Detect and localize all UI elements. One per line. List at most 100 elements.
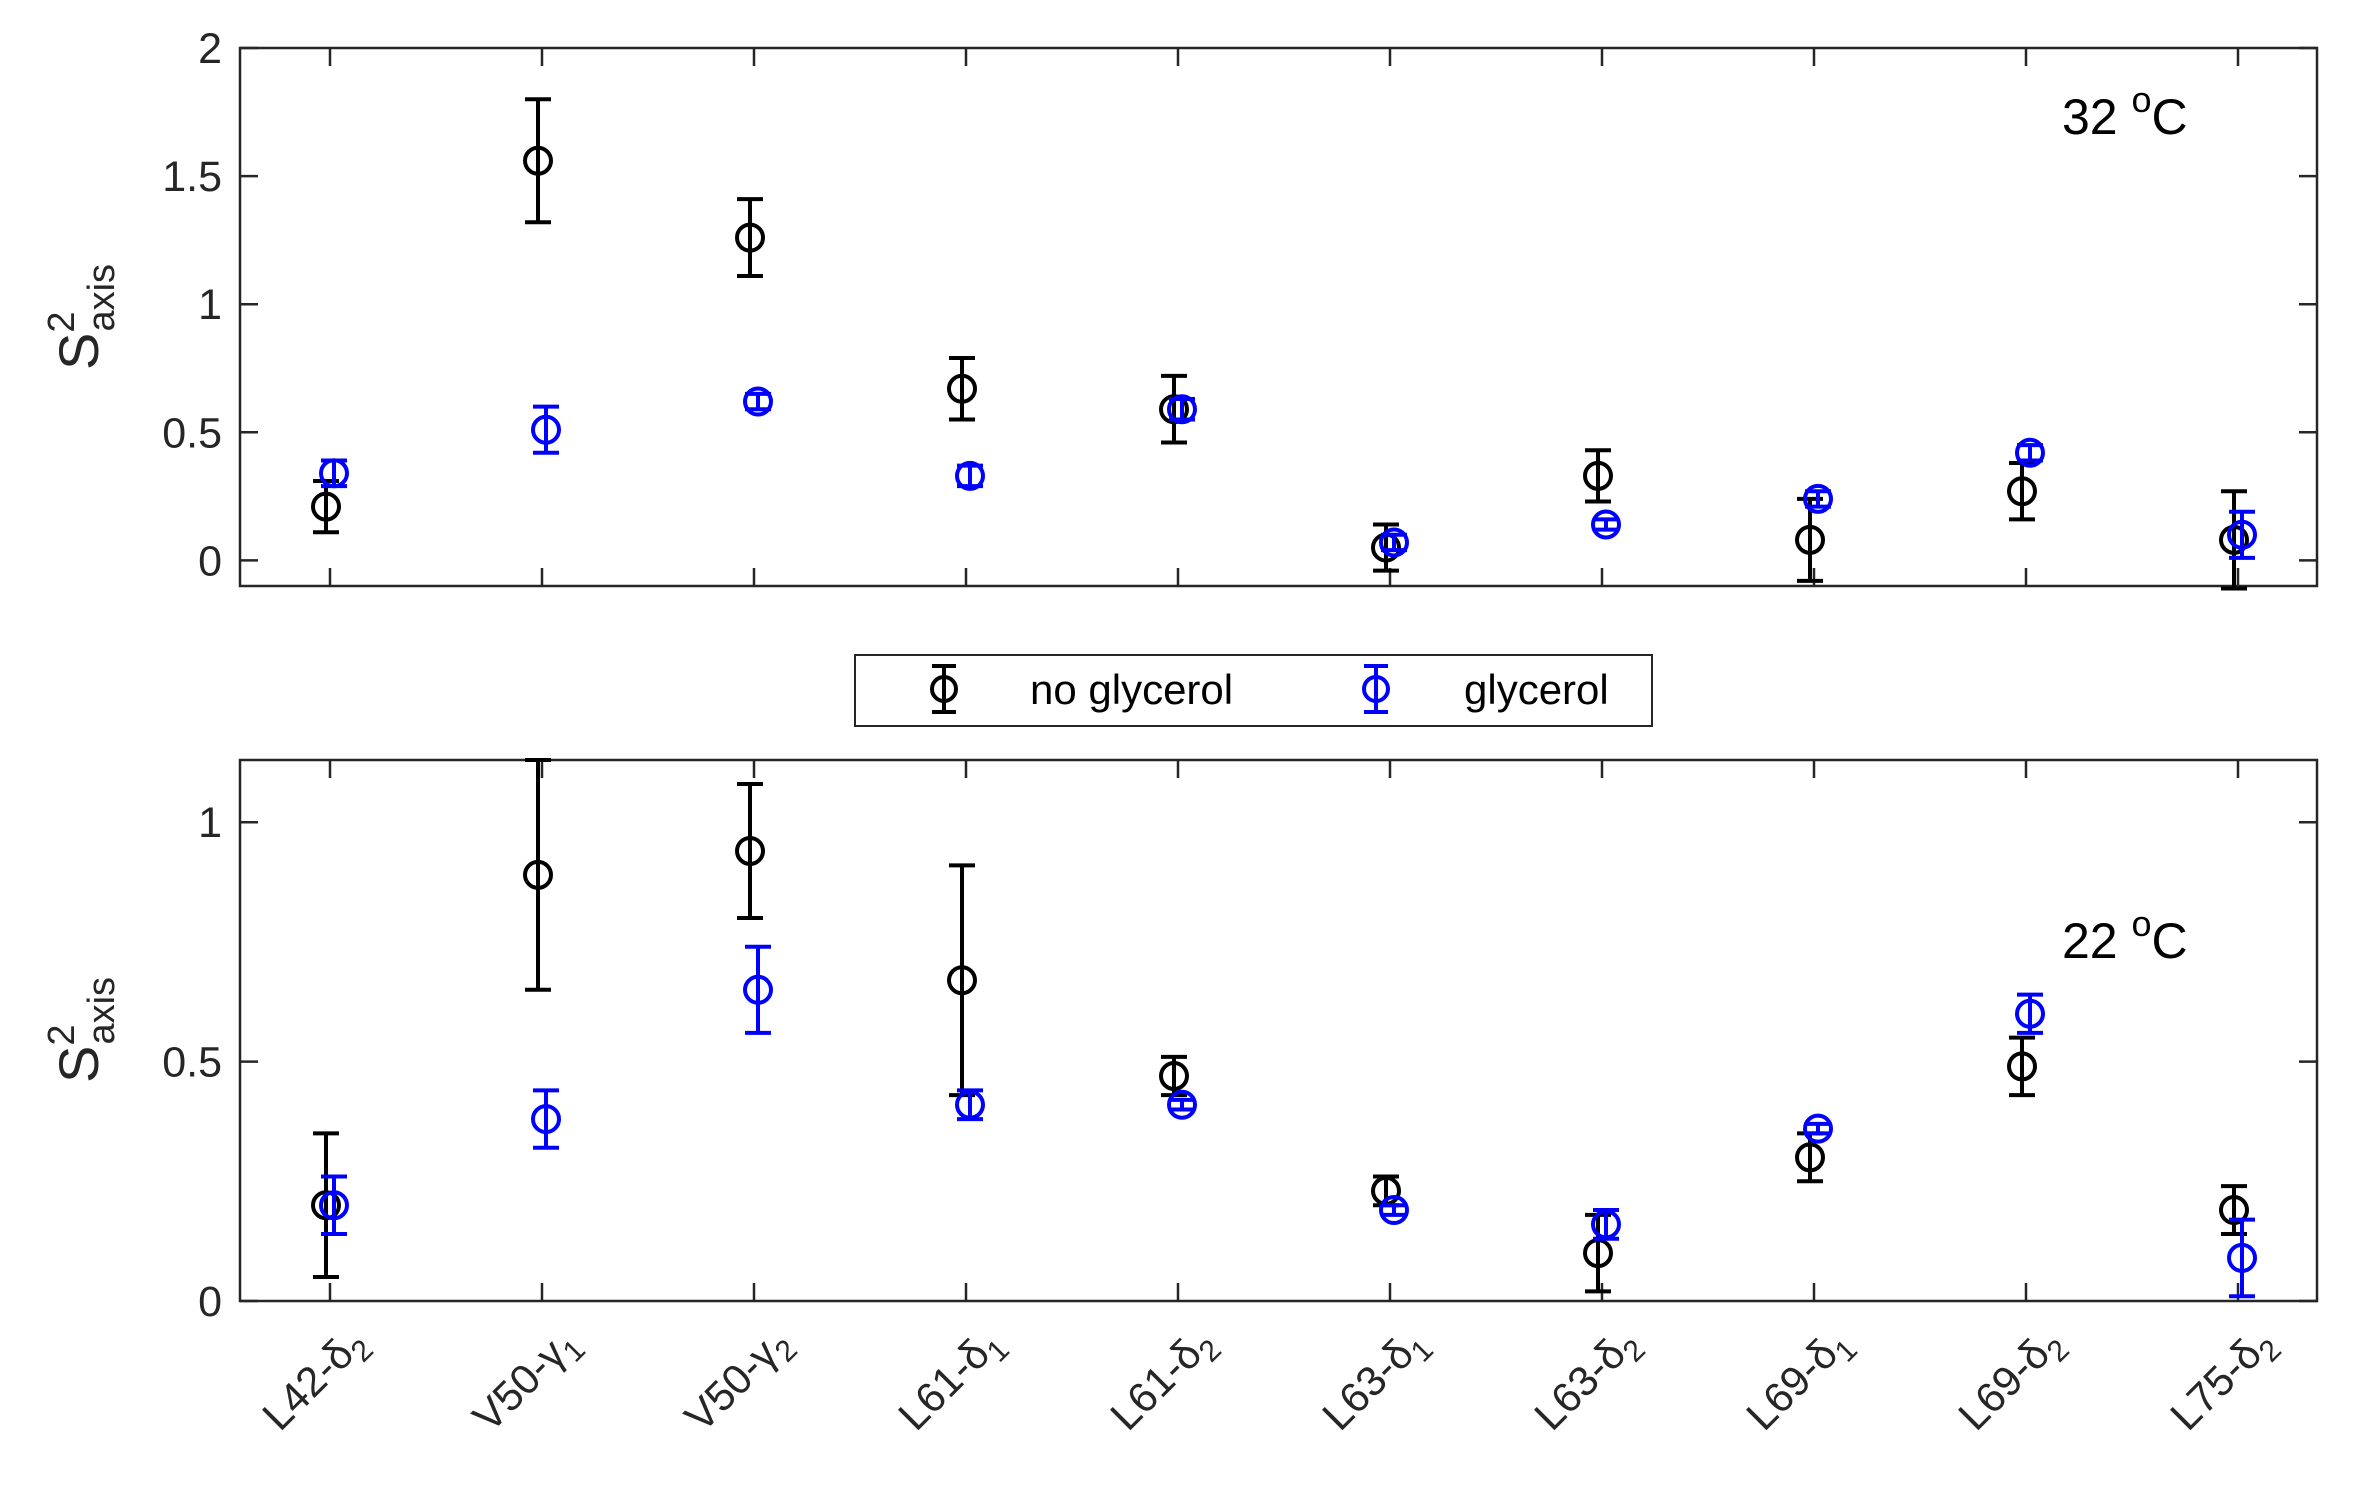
bottom-point-glycerol bbox=[1167, 1089, 1197, 1120]
top-marker-no-glycerol bbox=[1583, 460, 1613, 491]
top-y-title-main: S bbox=[47, 333, 110, 370]
top-y-tick-label: 2 bbox=[198, 25, 222, 73]
top-point-no-glycerol bbox=[735, 197, 765, 279]
bottom-anno-degree: o bbox=[2132, 903, 2152, 944]
top-marker-glycerol bbox=[1379, 527, 1409, 558]
top-point-glycerol bbox=[1167, 394, 1197, 425]
bottom-point-no-glycerol bbox=[1159, 1054, 1189, 1098]
legend-box bbox=[854, 654, 1653, 727]
top-anno-value: 32 bbox=[2062, 89, 2132, 145]
top-temperature-annotation: 32 oC bbox=[2062, 79, 2188, 145]
top-panel: 00.511.52 S2axis 32 oC bbox=[41, 25, 2319, 591]
bottom-marker-glycerol bbox=[1379, 1195, 1409, 1226]
x-category-label: L63-δ2 bbox=[1525, 1318, 1652, 1445]
top-point-glycerol bbox=[2015, 437, 2045, 468]
x-category-label: L61-δ1 bbox=[889, 1318, 1016, 1445]
bottom-point-no-glycerol bbox=[2007, 1035, 2037, 1098]
x-category-label: L61-δ2 bbox=[1101, 1318, 1228, 1445]
top-point-no-glycerol bbox=[1583, 448, 1613, 504]
x-category-labels: L42-δ2 V50-γ1 V50-γ2 L61-δ1 L61-δ2 L63-δ1 L63-… bbox=[253, 1318, 2288, 1446]
top-y-tick-label: 0 bbox=[198, 537, 222, 585]
bottom-marker-glycerol bbox=[1591, 1209, 1621, 1240]
bottom-marker-glycerol bbox=[1803, 1113, 1833, 1144]
bottom-marker-no-glycerol bbox=[1795, 1142, 1825, 1173]
top-data-marks bbox=[311, 97, 2257, 591]
top-marker-no-glycerol bbox=[735, 222, 765, 253]
bottom-marker-no-glycerol bbox=[311, 1190, 341, 1221]
top-point-glycerol bbox=[1379, 527, 1409, 558]
bottom-marker-glycerol bbox=[2227, 1242, 2257, 1273]
legend-label-no-glycerol: no glycerol bbox=[1030, 666, 1233, 713]
top-y-title-sup: 2 bbox=[41, 312, 83, 333]
x-category-label: L69-δ1 bbox=[1737, 1318, 1864, 1445]
x-category-label: V50-γ2 bbox=[676, 1318, 804, 1446]
bottom-point-glycerol bbox=[955, 1088, 985, 1122]
x-category-label: L75-δ2 bbox=[2161, 1318, 2288, 1445]
bottom-point-glycerol bbox=[1803, 1113, 1833, 1144]
top-point-glycerol bbox=[743, 386, 773, 417]
bottom-point-no-glycerol bbox=[523, 758, 553, 992]
top-marker-glycerol bbox=[2015, 437, 2045, 468]
bottom-marker-glycerol bbox=[955, 1089, 985, 1120]
bottom-marker-glycerol bbox=[743, 974, 773, 1005]
bottom-y-title-main: S bbox=[47, 1046, 110, 1083]
bottom-x-ticks bbox=[328, 760, 2240, 1301]
bottom-point-glycerol bbox=[2015, 992, 2045, 1035]
top-anno-unit: C bbox=[2152, 89, 2188, 145]
x-category-label: L63-δ1 bbox=[1313, 1318, 1440, 1445]
top-y-axis-title: S2axis bbox=[41, 264, 123, 370]
bottom-anno-unit: C bbox=[2152, 913, 2188, 969]
bottom-data-marks bbox=[311, 758, 2257, 1299]
top-y-ticks: 0 0.5 1 1.5 2 bbox=[162, 25, 2317, 585]
x-category-label: V50-γ1 bbox=[464, 1318, 592, 1446]
legend-marker-no-glycerol bbox=[930, 664, 958, 714]
bottom-marker-no-glycerol bbox=[1159, 1060, 1189, 1091]
top-marker-glycerol bbox=[319, 458, 349, 489]
bottom-marker-no-glycerol bbox=[947, 965, 977, 996]
top-marker-glycerol bbox=[2227, 519, 2257, 550]
bottom-point-glycerol bbox=[1379, 1195, 1409, 1226]
top-point-no-glycerol bbox=[523, 97, 553, 225]
top-marker-no-glycerol bbox=[2007, 476, 2037, 507]
top-marker-glycerol bbox=[1167, 394, 1197, 425]
bottom-y-tick-label: 1 bbox=[198, 799, 222, 847]
bottom-y-tick-label: 0.5 bbox=[162, 1039, 222, 1087]
bottom-marker-no-glycerol bbox=[2219, 1195, 2249, 1226]
bottom-marker-glycerol bbox=[319, 1190, 349, 1221]
top-marker-no-glycerol bbox=[947, 373, 977, 404]
bottom-y-axis-title: S2axis bbox=[41, 977, 123, 1083]
legend-marker-glycerol bbox=[1362, 664, 1390, 714]
bottom-y-tick-label: 0 bbox=[198, 1278, 222, 1326]
top-point-glycerol bbox=[531, 404, 561, 455]
top-point-glycerol bbox=[1591, 509, 1621, 540]
bottom-temperature-annotation: 22 oC bbox=[2062, 903, 2188, 969]
top-marker-no-glycerol bbox=[1795, 524, 1825, 555]
bottom-point-no-glycerol bbox=[1583, 1212, 1613, 1294]
top-marker-glycerol bbox=[531, 414, 561, 445]
bottom-marker-glycerol bbox=[2015, 998, 2045, 1029]
bottom-marker-glycerol bbox=[1167, 1089, 1197, 1120]
bottom-marker-no-glycerol bbox=[523, 859, 553, 890]
bottom-marker-glycerol bbox=[531, 1104, 561, 1135]
top-point-no-glycerol bbox=[947, 355, 977, 422]
x-category-label: L42-δ2 bbox=[253, 1318, 380, 1445]
top-y-tick-label: 0.5 bbox=[162, 409, 222, 457]
top-marker-glycerol bbox=[955, 460, 985, 491]
top-marker-no-glycerol bbox=[311, 491, 341, 522]
bottom-point-glycerol bbox=[319, 1174, 349, 1236]
bottom-panel: 0 0.5 1 S2axis 22 oC bbox=[41, 758, 2319, 1326]
legend-label-glycerol: glycerol bbox=[1464, 666, 1609, 713]
bottom-point-glycerol bbox=[2227, 1217, 2257, 1299]
top-point-glycerol bbox=[319, 458, 349, 489]
bottom-point-no-glycerol bbox=[735, 781, 765, 920]
bottom-point-no-glycerol bbox=[947, 863, 977, 1098]
bottom-point-glycerol bbox=[531, 1088, 561, 1150]
top-marker-glycerol bbox=[743, 386, 773, 417]
top-y-title-sub: axis bbox=[81, 264, 123, 332]
top-marker-no-glycerol bbox=[1159, 394, 1189, 425]
top-anno-degree: o bbox=[2132, 79, 2152, 120]
bottom-y-title-sub: axis bbox=[81, 977, 123, 1045]
top-marker-no-glycerol bbox=[523, 145, 553, 176]
bottom-point-glycerol bbox=[1591, 1208, 1621, 1241]
